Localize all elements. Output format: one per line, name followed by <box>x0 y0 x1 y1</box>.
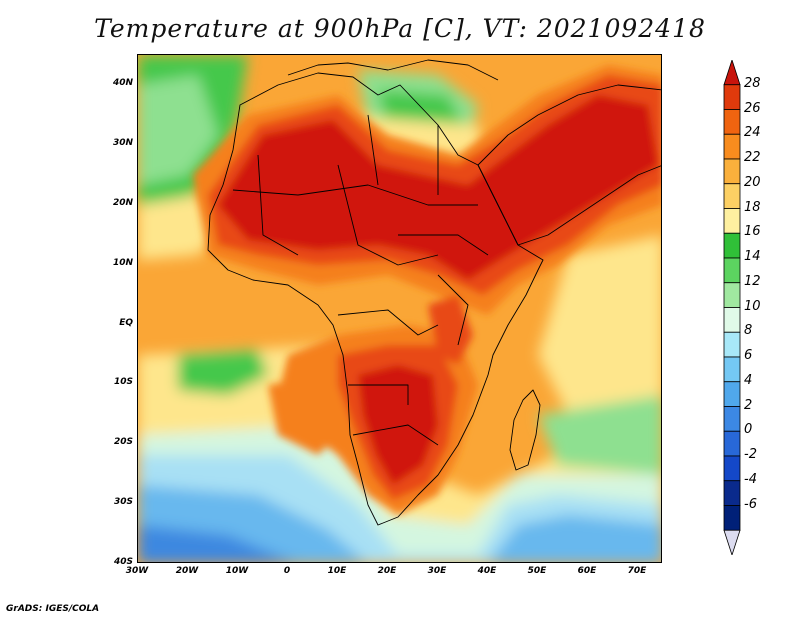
lat-label: 30N <box>112 137 133 148</box>
lon-label: 50E <box>527 566 547 576</box>
colorbar-segment <box>723 60 741 86</box>
colorbar-label: 6 <box>744 348 753 363</box>
colorbar-label: 10 <box>744 298 761 314</box>
colorbar-segment <box>723 307 741 333</box>
lat-label: 10S <box>113 377 133 388</box>
field-rift-hot <box>428 295 473 365</box>
lon-label: 30E <box>427 566 447 576</box>
lon-label: 40E <box>477 566 497 576</box>
lat-label: 40S <box>113 557 133 567</box>
africa-coastline <box>207 72 544 526</box>
madagascar <box>509 389 541 471</box>
colorbar-segment <box>723 455 741 482</box>
lat-label: 20S <box>113 437 133 448</box>
temperature-field <box>138 55 661 562</box>
arabia-south-coast <box>517 165 661 246</box>
colorbar-segment <box>723 208 741 234</box>
lon-label: 20E <box>377 566 397 576</box>
field-sw-green <box>178 350 268 395</box>
lat-label: 40N <box>112 78 133 88</box>
lat-label: EQ <box>119 317 133 328</box>
field-io-green <box>538 395 661 475</box>
colorbar-segment <box>723 381 741 407</box>
colorbar-segment <box>723 430 741 457</box>
lon-label: 10E <box>327 566 347 576</box>
lat-label: 30S <box>113 497 133 508</box>
colorbar-label: 20 <box>744 174 761 190</box>
chart-title: Temperature at 900hPa [C], VT: 202109241… <box>94 14 706 43</box>
lon-label: 60E <box>577 566 597 576</box>
colorbar-segment <box>723 282 741 308</box>
colorbar-segment <box>723 505 741 531</box>
field-sw-warm <box>268 375 348 455</box>
colorbar-label: 16 <box>744 224 761 240</box>
footer-credit: GrADS: IGES/COLA <box>6 604 100 614</box>
lat-label: 10N <box>112 257 133 268</box>
border-south <box>352 424 439 446</box>
colorbar-segment <box>723 109 741 135</box>
border-angola <box>348 384 409 405</box>
colorbar-label: 2 <box>744 397 753 413</box>
border-east <box>437 274 469 346</box>
field-nw-lightgreen <box>138 75 218 185</box>
lon-label: 70E <box>627 566 647 576</box>
temperature-map <box>137 54 662 563</box>
colorbar-label: 14 <box>744 249 761 264</box>
lon-label: 30W <box>125 566 149 576</box>
lat-label: 20N <box>112 197 133 208</box>
border-central <box>337 164 439 266</box>
colorbar-label: 28 <box>744 75 761 91</box>
field-io-pale <box>538 235 661 415</box>
arabia-coastline <box>477 84 661 166</box>
border-sahel <box>232 184 478 206</box>
field-south-blue2 <box>489 515 661 562</box>
lon-label: 20W <box>175 566 199 576</box>
colorbar-segment <box>723 529 741 555</box>
colorbar-label: 26 <box>744 100 761 116</box>
colorbar-label: -2 <box>744 447 757 462</box>
border-libya <box>367 114 379 186</box>
redsea-coastline <box>477 164 519 246</box>
colorbar-segment <box>723 480 741 506</box>
lon-label: 0 <box>283 566 291 576</box>
border-congo <box>337 309 439 336</box>
colorbar-segment <box>723 356 741 383</box>
colorbar-label: 22 <box>744 150 761 165</box>
colorbar-label: 24 <box>744 125 761 141</box>
colorbar-segment <box>723 84 741 110</box>
border-sudan <box>398 234 489 256</box>
colorbar-label: -4 <box>744 471 757 487</box>
colorbar-label: 4 <box>744 372 753 388</box>
colorbar-segment <box>723 133 741 160</box>
med-north-coast <box>287 59 499 81</box>
colorbar-segment <box>723 158 741 185</box>
colorbar-segment <box>723 406 741 432</box>
colorbar-segment <box>723 232 741 259</box>
colorbar-label: 0 <box>744 422 753 438</box>
colorbar-segment <box>723 257 741 284</box>
field-south-veryhot <box>358 365 438 485</box>
colorbar <box>723 60 741 555</box>
lon-label: 10W <box>225 566 249 576</box>
colorbar-label: 18 <box>744 199 761 215</box>
colorbar-segment <box>723 331 741 358</box>
colorbar-label: -6 <box>744 496 757 512</box>
field-south-deepblue <box>138 525 294 562</box>
colorbar-label: 12 <box>744 273 761 289</box>
colorbar-segment <box>723 183 741 209</box>
border-west <box>257 154 299 256</box>
colorbar-label: 8 <box>744 323 753 339</box>
